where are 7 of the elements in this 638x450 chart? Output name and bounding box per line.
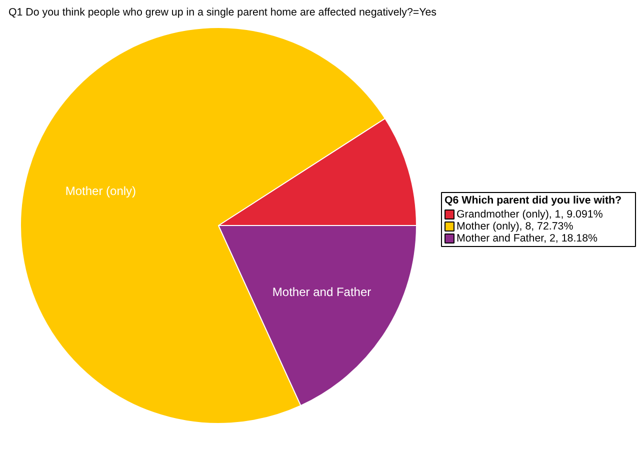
text: Mother and Father — [272, 284, 372, 299]
legend-title: Q6 Which parent did you live with? — [444, 194, 622, 206]
text: Mother (only) — [65, 184, 136, 198]
legend-label: Mother (only), 8, 72.73% — [456, 220, 574, 232]
legend-label: Mother and Father, 2, 18.18% — [456, 232, 598, 244]
chart-title: Q1 Do you think people who grew up in a single parent home are affected negatively?=Yes — [8, 6, 437, 18]
legend-label: Grandmother (only), 1, 9.091% — [456, 208, 604, 220]
